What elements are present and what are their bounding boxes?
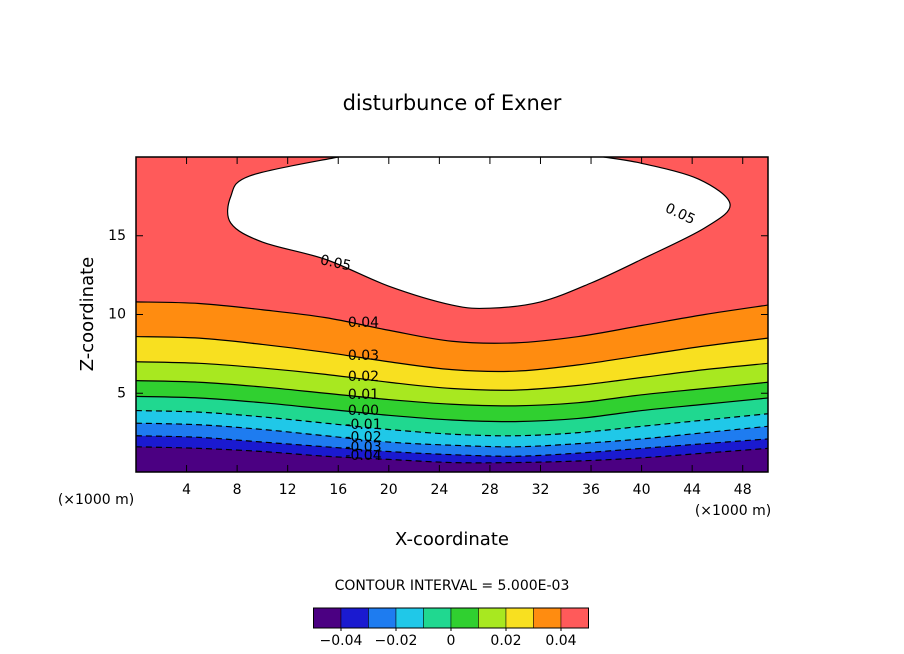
y-unit-label: (×1000 m) — [58, 492, 134, 508]
colorbar-band — [533, 607, 562, 629]
colorbar-tick-label: 0.04 — [545, 633, 576, 649]
colorbar-band — [450, 607, 479, 629]
contour-label: -0.02 — [345, 430, 381, 446]
colorbar-band — [505, 607, 534, 629]
x-tick-label: 48 — [734, 482, 752, 498]
colorbar-tick-label: −0.04 — [320, 633, 363, 649]
contour-line — [227, 156, 731, 310]
colorbar-band — [395, 607, 424, 629]
colorbar-band — [423, 607, 452, 629]
x-tick-label: 32 — [532, 482, 550, 498]
x-tick-label: 12 — [279, 482, 297, 498]
x-tick-label: 36 — [582, 482, 600, 498]
contour-label: 0.00 — [348, 403, 379, 419]
contour-label: 0.05 — [319, 252, 353, 274]
contour-line — [135, 301, 769, 344]
colorbar-tick-label: 0 — [447, 633, 456, 649]
y-tick-label: 5 — [117, 385, 126, 401]
colorbar-tick-label: −0.02 — [375, 633, 418, 649]
annotation: CONTOUR INTERVAL = 5.000E-03 — [335, 578, 570, 594]
x-tick-label: 24 — [430, 482, 448, 498]
x-tick-label: 20 — [380, 482, 398, 498]
contour-line — [135, 435, 769, 457]
chart-title: disturbunce of Exner — [343, 91, 562, 115]
contour-label: -0.01 — [345, 417, 381, 433]
contour-line — [135, 335, 769, 373]
contour-label: -0.04 — [345, 448, 381, 464]
contour-label: 0.02 — [348, 369, 379, 385]
contour-label: 0.03 — [348, 348, 379, 364]
y-tick-label: 10 — [108, 307, 126, 323]
x-tick-label: 4 — [182, 482, 191, 498]
y-tick-label: 15 — [108, 228, 126, 244]
contour-line — [135, 409, 769, 437]
contour-line — [135, 361, 769, 391]
contour-line — [135, 422, 769, 448]
contour-label: 0.04 — [348, 315, 379, 331]
x-axis-label: X-coordinate — [395, 529, 509, 550]
colorbar-band — [368, 607, 397, 629]
contour-label: -0.03 — [345, 440, 381, 456]
x-unit-label: (×1000 m) — [695, 503, 771, 519]
x-tick-label: 16 — [329, 482, 347, 498]
contour-line — [135, 395, 769, 423]
colorbar-band — [560, 607, 589, 629]
contour-line — [135, 446, 769, 464]
x-tick-label: 8 — [233, 482, 242, 498]
x-tick-label: 44 — [683, 482, 701, 498]
colorbar-tick-label: 0.02 — [490, 633, 521, 649]
colorbar-band — [478, 607, 507, 629]
colorbar-band — [340, 607, 369, 629]
contour-label: 0.01 — [348, 387, 379, 403]
y-axis-label: Z-coordinate — [77, 257, 98, 372]
colorbar-band — [313, 607, 342, 629]
x-tick-label: 28 — [481, 482, 499, 498]
x-tick-label: 40 — [633, 482, 651, 498]
contour-line — [135, 380, 769, 407]
